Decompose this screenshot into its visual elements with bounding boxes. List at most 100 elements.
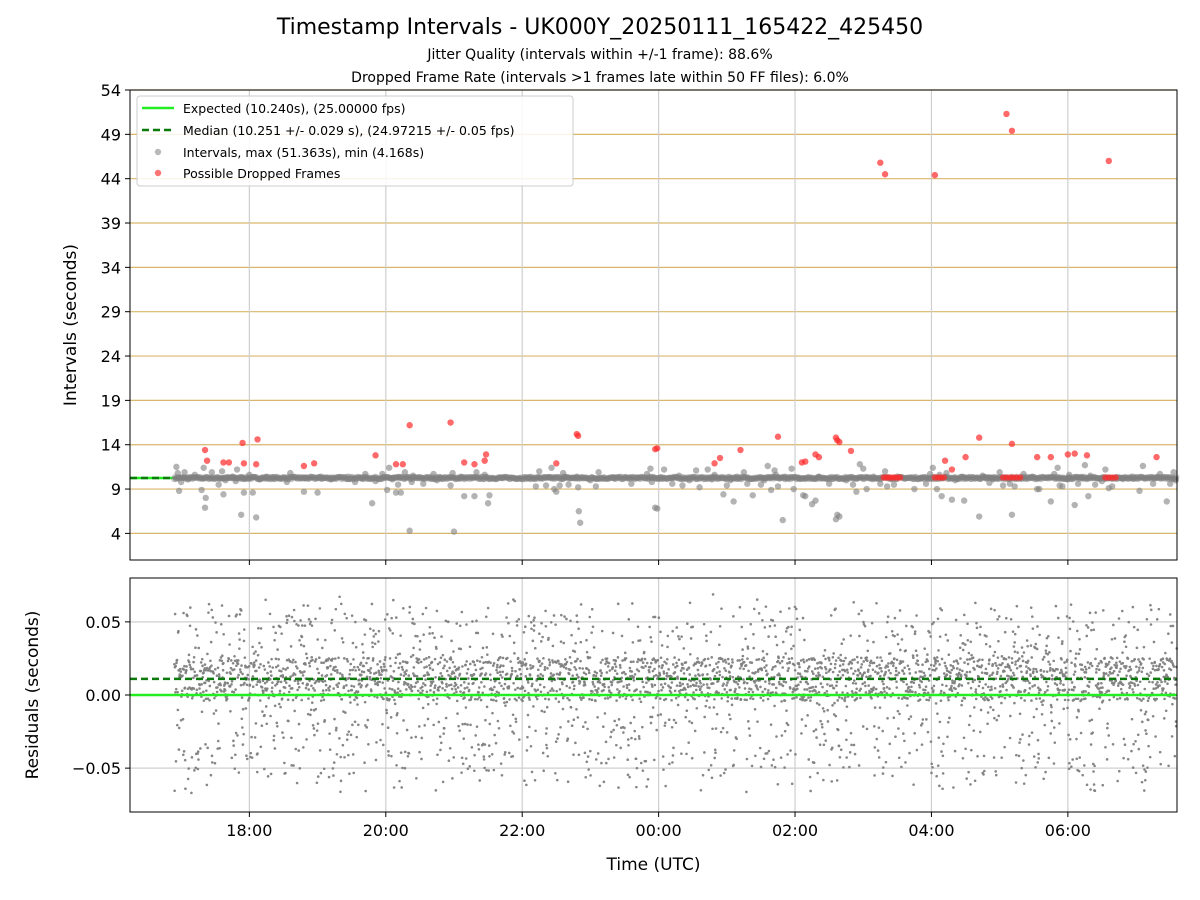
residual-point	[209, 773, 213, 777]
interval-point	[1066, 471, 1073, 479]
residual-point	[350, 684, 353, 688]
residual-point	[1003, 669, 1006, 673]
dropped-frame-point	[406, 422, 413, 429]
residual-point	[246, 673, 250, 677]
residual-point	[862, 620, 865, 624]
interval-point	[996, 469, 1003, 476]
residual-point	[670, 698, 673, 702]
residual-point	[752, 632, 755, 636]
residual-point	[584, 721, 587, 724]
residual-point	[702, 622, 706, 626]
interval-point	[452, 475, 460, 483]
residual-point	[957, 671, 961, 675]
residual-point	[928, 667, 931, 671]
residual-point	[864, 691, 868, 694]
residual-point	[467, 677, 470, 680]
residual-point	[197, 646, 201, 650]
residual-point	[872, 640, 875, 644]
residual-point	[777, 656, 780, 660]
residual-point	[919, 675, 923, 679]
jitter-quality-subtitle: Jitter Quality (intervals within +/-1 fr…	[427, 47, 773, 63]
residual-point	[407, 674, 411, 677]
interval-point	[1037, 474, 1044, 482]
residual-point	[303, 624, 307, 627]
residual-point	[916, 663, 920, 667]
residual-point	[399, 673, 403, 676]
residual-point	[980, 671, 984, 674]
residual-point	[495, 668, 498, 672]
residual-point	[1022, 651, 1026, 654]
interval-point	[913, 475, 920, 482]
residual-point	[431, 668, 435, 672]
residual-point	[1040, 700, 1043, 704]
residual-point	[498, 681, 501, 685]
residual-point	[212, 672, 215, 675]
residual-point	[595, 671, 599, 675]
residual-point	[549, 689, 552, 693]
residual-point	[983, 698, 986, 702]
residual-point	[798, 628, 802, 632]
intervals-y-tick-label: 14	[101, 436, 121, 455]
residual-point	[723, 667, 726, 670]
residual-point	[875, 601, 878, 605]
residual-point	[252, 652, 256, 655]
residual-point	[1014, 663, 1017, 666]
residual-point	[311, 658, 314, 662]
residual-point	[546, 666, 549, 670]
residual-point	[251, 645, 254, 649]
residual-point	[838, 670, 841, 673]
residual-point	[555, 672, 559, 676]
residual-point	[464, 663, 467, 667]
residual-point	[493, 685, 496, 689]
residual-point	[425, 690, 429, 694]
residual-point	[1089, 788, 1092, 791]
residual-point	[320, 661, 323, 665]
residual-point	[674, 721, 678, 725]
residual-point	[808, 775, 812, 779]
residual-point	[650, 715, 654, 719]
residual-point	[345, 616, 348, 620]
residual-point	[700, 685, 703, 688]
interval-point	[206, 475, 213, 482]
residual-point	[338, 595, 341, 599]
residual-point	[532, 629, 536, 632]
residual-point	[724, 661, 728, 664]
residual-point	[1023, 699, 1027, 702]
residual-point	[229, 666, 233, 670]
residual-point	[378, 680, 382, 684]
dropped-frame-point	[252, 461, 260, 468]
residual-point	[875, 656, 879, 659]
intervals-y-tick-label: 39	[101, 214, 121, 233]
residual-point	[850, 743, 853, 747]
residual-point	[375, 741, 378, 744]
residual-point	[771, 619, 775, 622]
residual-point	[783, 729, 787, 733]
residual-point	[527, 614, 531, 618]
residual-point	[806, 670, 809, 673]
residual-point	[941, 683, 944, 687]
interval-point	[1170, 469, 1177, 476]
residual-point	[464, 706, 468, 709]
interval-point	[747, 475, 754, 483]
residual-point	[396, 687, 400, 690]
residual-point	[1062, 683, 1065, 687]
residual-point	[552, 614, 556, 617]
residual-point	[974, 601, 977, 605]
residual-point	[577, 627, 580, 631]
residual-point	[753, 707, 757, 711]
residual-point	[745, 681, 749, 685]
interval-point	[702, 474, 709, 481]
residual-point	[997, 639, 1000, 643]
residual-point	[528, 725, 531, 729]
residual-point	[388, 657, 392, 660]
residual-point	[690, 721, 694, 725]
interval-point	[699, 474, 707, 481]
residual-point	[499, 664, 503, 667]
residual-point	[1016, 659, 1020, 662]
residual-point	[200, 710, 204, 714]
residual-point	[720, 657, 724, 661]
interval-point	[861, 473, 869, 481]
residual-point	[297, 624, 300, 627]
residual-point	[900, 765, 903, 769]
residual-point	[340, 637, 344, 640]
